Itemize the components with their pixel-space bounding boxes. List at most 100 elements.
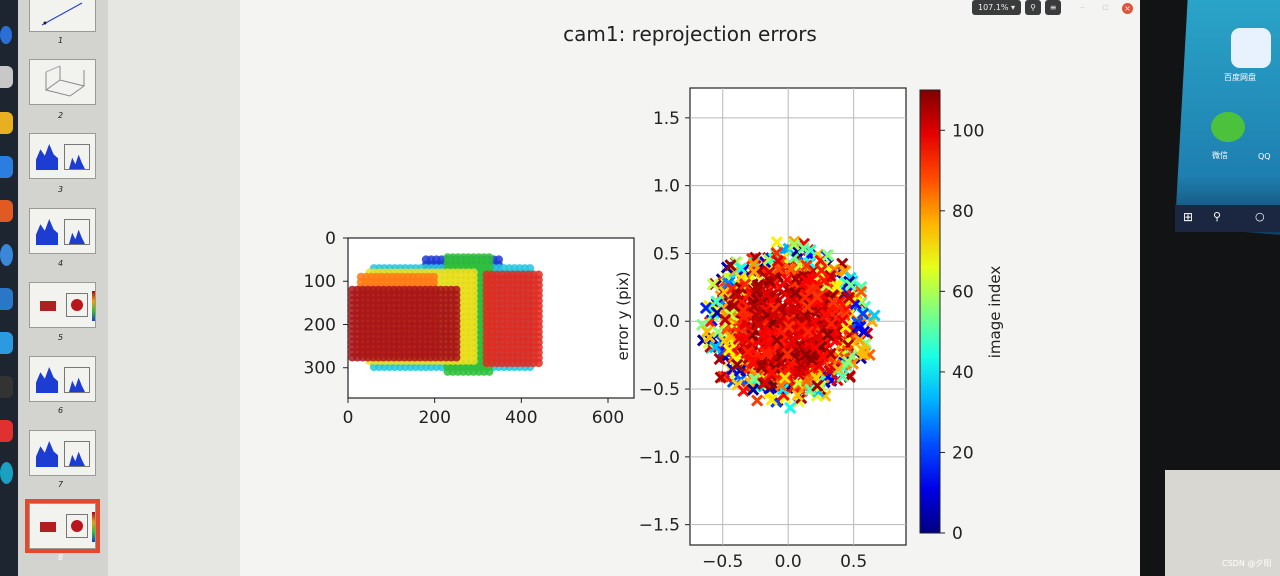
viewer-toolbar: 107.1% ▾ ⚲ ≡: [972, 0, 1062, 16]
thumbnail-4[interactable]: [29, 208, 96, 254]
edge-icon[interactable]: [0, 462, 13, 484]
thumbnail-8[interactable]: [25, 499, 100, 553]
x-tick-label: 600: [592, 408, 624, 428]
thumbnail-number: 8: [58, 553, 64, 562]
colorbar-tick-label: 0: [952, 524, 963, 544]
files-icon[interactable]: [0, 66, 13, 88]
baidu-netdisk-icon[interactable]: [1231, 28, 1271, 68]
histogram-bars: [64, 219, 90, 245]
colorbar: [92, 291, 95, 321]
terminal-icon[interactable]: [0, 376, 13, 398]
error-marker: [800, 274, 813, 287]
error-marker: [759, 376, 772, 389]
zoom-dropdown[interactable]: 107.1% ▾: [972, 0, 1022, 15]
error-marker: [857, 325, 871, 338]
error-marker: [782, 320, 795, 333]
error-marker: [818, 274, 831, 287]
cortana-icon[interactable]: ○: [1255, 210, 1265, 223]
error-marker: [799, 310, 813, 323]
error-marker: [825, 317, 838, 330]
thumbnail-6[interactable]: [29, 356, 96, 402]
error-marker: [737, 304, 750, 317]
close-icon[interactable]: ×: [1122, 3, 1133, 14]
thumbnail-number: 4: [58, 259, 64, 268]
error-marker: [855, 343, 869, 356]
error-marker: [706, 278, 720, 291]
error-marker: [762, 338, 775, 351]
histogram-bars: [64, 441, 90, 467]
thumbnail-2[interactable]: [29, 59, 96, 105]
search-icon[interactable]: ⚲: [1213, 210, 1222, 223]
thumbnail-5[interactable]: [29, 282, 96, 328]
error-marker: [775, 379, 788, 392]
windows-start-icon[interactable]: ⊞: [1183, 210, 1194, 224]
store-icon[interactable]: [0, 200, 13, 222]
y-tick-label: 100: [304, 272, 336, 292]
help-icon[interactable]: [0, 244, 13, 266]
error-marker: [724, 259, 737, 272]
second-monitor-taskbar: ⊞ ⚲ ○: [1175, 205, 1280, 232]
figure-title: cam1: reprojection errors: [563, 22, 817, 46]
app-label: 微信: [1212, 151, 1228, 160]
y-tick-label: −1.5: [639, 516, 680, 536]
error-marker: [748, 372, 761, 385]
error-marker: [746, 383, 760, 396]
error-marker: [739, 332, 752, 345]
error-marker: [778, 371, 791, 384]
error-marker: [711, 325, 725, 338]
error-marker: [841, 355, 855, 368]
error-marker: [717, 334, 731, 347]
y-tick-label: 200: [304, 315, 336, 335]
chrome-icon[interactable]: [0, 26, 12, 44]
error-marker: [780, 273, 794, 286]
error-marker: [703, 331, 716, 344]
media-icon[interactable]: [0, 112, 13, 134]
minimize-icon[interactable]: –: [1080, 2, 1085, 13]
error-marker: [747, 257, 760, 271]
thumbnail-1[interactable]: [29, 0, 96, 32]
thumbnail-number: 3: [58, 185, 64, 194]
error-marker: [789, 272, 802, 286]
error-marker: [827, 296, 840, 309]
image-point-marker: [469, 356, 478, 366]
error-marker: [781, 347, 794, 361]
maximize-icon[interactable]: ▫: [1102, 2, 1109, 13]
error-marker: [801, 325, 815, 338]
error-marker: [709, 340, 722, 354]
thumbnail-7[interactable]: [29, 430, 96, 476]
docs-icon[interactable]: [0, 156, 13, 178]
x-tick-label: 0.0: [775, 552, 802, 572]
y-tick-label: −0.5: [639, 380, 680, 400]
error-marker: [821, 249, 835, 262]
y-tick-label: 1.0: [653, 177, 680, 197]
error-marker: [806, 284, 820, 297]
search-button[interactable]: ⚲: [1025, 0, 1042, 15]
zoom-level: 107.1%: [978, 3, 1009, 12]
error-marker: [741, 345, 754, 358]
error-marker: [770, 235, 783, 249]
colorbar-label: image index: [986, 266, 1004, 359]
y-tick-label: 1.5: [653, 109, 680, 129]
error-marker: [722, 343, 736, 357]
error-marker: [809, 341, 822, 354]
vscode-icon[interactable]: [0, 288, 13, 310]
menu-button[interactable]: ≡: [1045, 0, 1062, 15]
error-marker: [792, 368, 805, 381]
error-marker: [784, 263, 797, 276]
error-marker: [784, 401, 797, 414]
wechat-icon[interactable]: [1211, 112, 1245, 142]
thumbnail-3[interactable]: [29, 133, 96, 179]
editor-icon[interactable]: [0, 420, 13, 442]
error-marker: [751, 394, 764, 407]
error-cluster: [66, 293, 88, 317]
image-point-marker: [485, 367, 494, 376]
error-marker: [760, 348, 773, 361]
error-marker: [714, 371, 727, 384]
error-marker: [844, 278, 857, 292]
search-icon: ⚲: [1030, 3, 1036, 12]
app-icon[interactable]: [0, 332, 13, 354]
error-marker: [819, 309, 832, 322]
error-marker: [771, 254, 785, 268]
app-label: 百度网盘: [1224, 73, 1256, 82]
error-marker: [727, 299, 740, 313]
